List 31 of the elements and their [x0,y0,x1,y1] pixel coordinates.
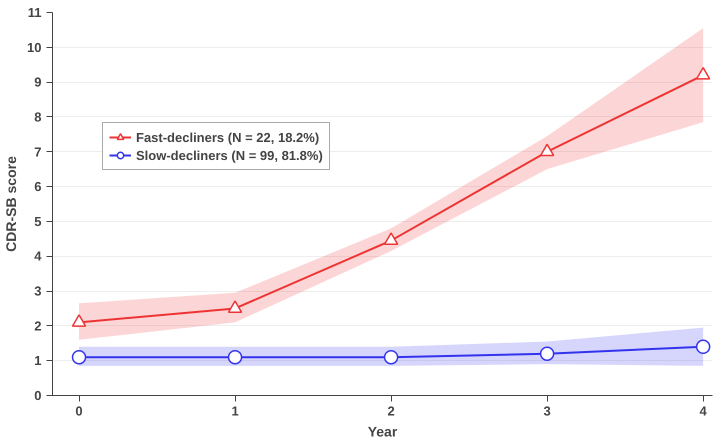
y-tick-label: 7 [34,144,42,160]
y-tick-label: 6 [34,179,42,194]
x-tick-label: 0 [75,404,83,418]
y-tick-label: 0 [34,388,42,403]
point [228,350,242,364]
y-tick-label: 8 [34,109,42,124]
y-tick-label: 2 [34,318,42,334]
legend-label: Slow-decliners (N = 99, 81.8%) [136,147,323,163]
y-tick-label: 11 [28,5,42,20]
point [72,314,86,327]
y-tick-label: 10 [27,40,42,55]
point [696,66,710,80]
point [228,300,242,313]
y-axis-title: CDR-SB score [3,156,20,252]
y-tick-label: 3 [34,284,42,299]
x-tick-label: 2 [387,404,395,418]
point [384,350,398,364]
x-tick-label: 3 [543,404,551,418]
x-tick-label: 1 [231,404,239,418]
y-tick-label: 1 [34,353,42,368]
point [696,340,710,354]
point [540,346,554,361]
y-tick-label: 5 [34,214,42,229]
x-tick-label: 4 [700,404,708,418]
y-tick-label: 4 [34,248,42,264]
point [540,144,554,156]
y-tick-label: 9 [34,74,42,90]
point [72,350,86,364]
x-axis-title: Year [368,424,398,440]
point [384,232,398,246]
legend-label: Fast-decliners (N = 22, 18.2%) [136,129,320,145]
